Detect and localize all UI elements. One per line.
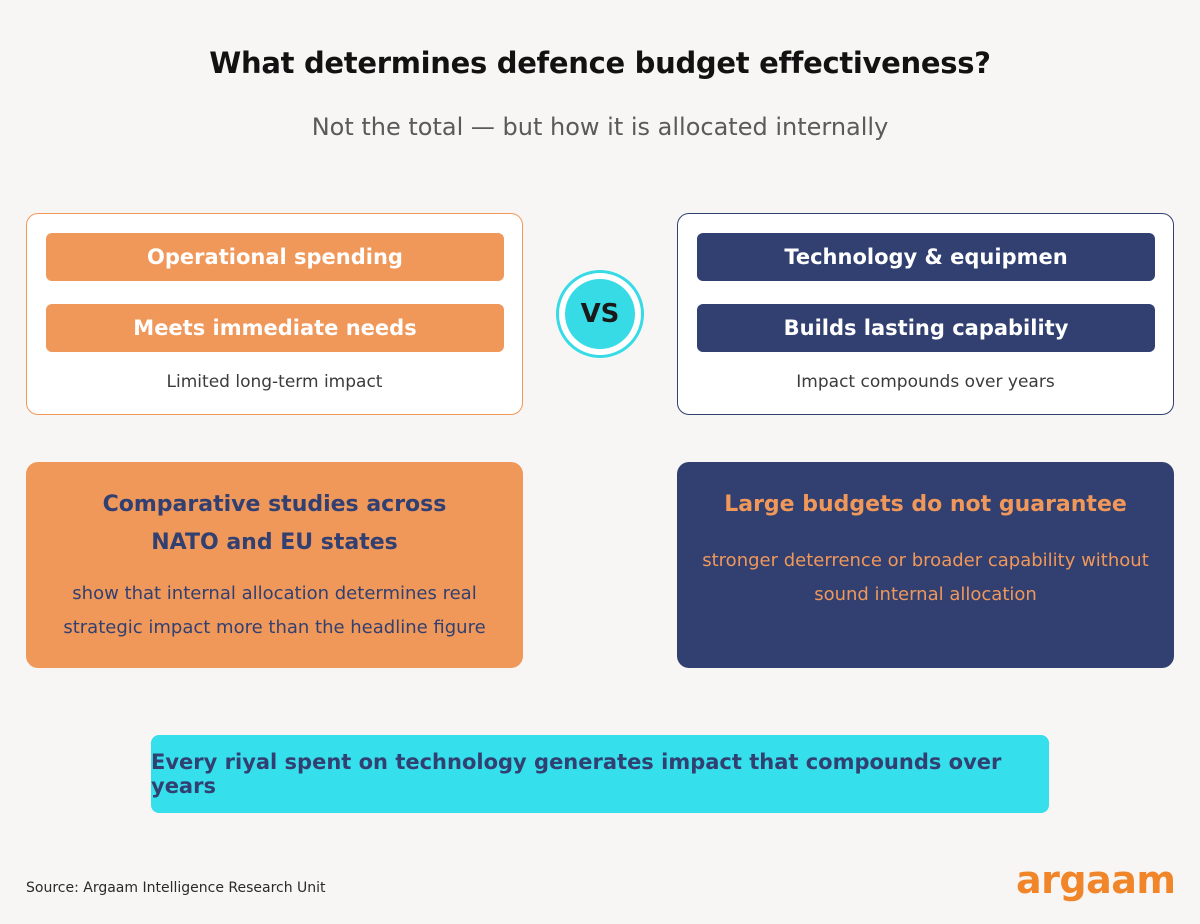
comparative-studies-heading: Comparative studies across NATO and EU s… <box>102 492 447 555</box>
large-budgets-heading: Large budgets do not guarantee <box>724 492 1127 517</box>
technology-equipment-card: Technology & equipmen Builds lasting cap… <box>677 213 1174 415</box>
immediate-needs-label: Meets immediate needs <box>46 304 504 352</box>
source-credit: Source: Argaam Intelligence Research Uni… <box>26 880 326 896</box>
page-title: What determines defence budget effective… <box>209 46 991 80</box>
large-budgets-panel: Large budgets do not guarantee stronger … <box>677 462 1174 668</box>
operational-spending-label: Operational spending <box>46 233 504 281</box>
argaam-logo: argaam <box>1016 858 1176 902</box>
key-takeaway-banner: Every riyal spent on technology generate… <box>151 735 1049 813</box>
vs-badge: VS <box>556 270 644 358</box>
page-subtitle: Not the total — but how it is allocated … <box>311 113 889 141</box>
comparative-studies-panel: Comparative studies across NATO and EU s… <box>26 462 523 668</box>
technology-impact-note: Impact compounds over years <box>796 372 1055 392</box>
comparative-studies-body: show that internal allocation determines… <box>63 583 486 638</box>
vs-label: VS <box>565 279 635 349</box>
technology-equipment-label: Technology & equipmen <box>697 233 1155 281</box>
operational-impact-note: Limited long-term impact <box>166 372 383 392</box>
operational-spending-card: Operational spending Meets immediate nee… <box>26 213 523 415</box>
large-budgets-body: stronger deterrence or broader capabilit… <box>702 550 1149 605</box>
lasting-capability-label: Builds lasting capability <box>697 304 1155 352</box>
